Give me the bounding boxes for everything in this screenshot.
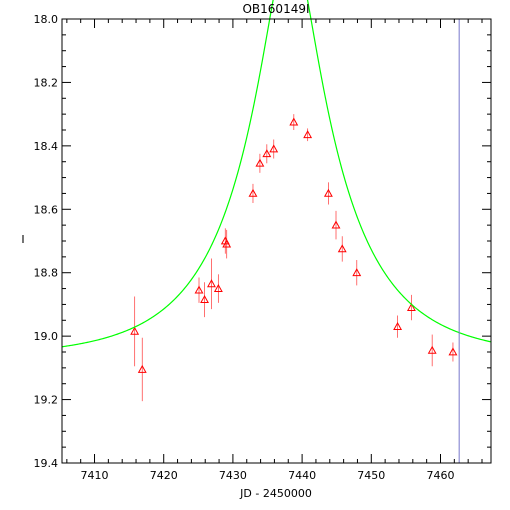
data-points-layer: [130, 117, 458, 373]
ticks-layer: 7410 7420 7430 7440 7450 7460 18.0 18.2 18.4 18.6…: [34, 13, 491, 482]
model-curve-layer: [61, 0, 492, 348]
error-bars-layer: [134, 114, 454, 402]
x-tick-label: 7420: [150, 469, 178, 482]
y-tick-label: 19.0: [34, 330, 59, 343]
y-axis-label: I: [21, 233, 24, 246]
y-tick-label: 18.2: [34, 76, 59, 89]
x-axis-label: JD - 2450000: [239, 487, 312, 500]
x-tick-label: 7450: [357, 469, 385, 482]
x-tick-label: 7440: [288, 469, 316, 482]
data-point: [331, 220, 341, 229]
y-tick-label: 19.2: [34, 394, 59, 407]
data-point: [303, 130, 313, 139]
data-point: [352, 268, 362, 277]
x-tick-label: 7410: [81, 469, 109, 482]
data-point: [269, 144, 279, 153]
axes-frame-layer: [61, 18, 492, 464]
y-tick-label: 18.6: [34, 203, 59, 216]
model-curve: [61, 0, 492, 348]
data-point: [222, 239, 232, 248]
y-tick-label: 18.8: [34, 267, 59, 280]
y-tick-label: 18.0: [34, 13, 59, 26]
data-point: [448, 347, 458, 356]
data-point: [248, 188, 258, 197]
y-tick-label: 19.4: [34, 457, 59, 470]
data-point: [406, 302, 416, 311]
data-point: [393, 321, 403, 331]
data-point: [130, 326, 140, 335]
data-point: [427, 345, 437, 354]
data-point: [200, 295, 209, 304]
data-point: [262, 149, 272, 158]
data-point: [323, 188, 333, 197]
data-point: [337, 244, 347, 253]
y-tick-label: 18.4: [34, 140, 59, 153]
data-point: [255, 158, 265, 167]
plot-frame: [61, 18, 492, 464]
data-point: [207, 279, 216, 288]
data-point: [194, 285, 204, 294]
data-point: [137, 364, 147, 373]
x-tick-label: 7430: [219, 469, 247, 482]
x-tick-label: 7460: [426, 469, 454, 482]
data-point: [289, 117, 299, 126]
chart-title: OB160149I: [242, 2, 309, 16]
data-point: [213, 283, 223, 292]
